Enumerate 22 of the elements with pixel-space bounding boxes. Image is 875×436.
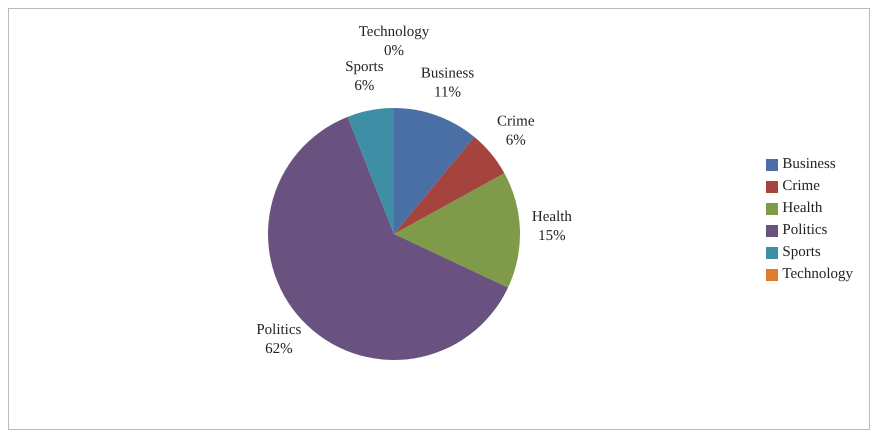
legend-label: Politics [782,222,828,238]
legend-label: Health [782,200,822,216]
data-label: 15% [538,228,566,244]
data-label: 6% [506,132,526,148]
slice-label: Politics [256,322,302,338]
legend-label: Business [782,156,836,172]
data-label: 6% [354,78,374,94]
legend-label: Sports [782,244,821,260]
legend-label: Crime [782,178,820,194]
legend-label: Technology [782,266,853,282]
slice-label: Health [532,209,572,226]
pie-slice [394,136,504,234]
pie-slice [394,173,520,288]
pie-slice [348,108,394,234]
pie-slice [394,108,474,234]
data-label: 11% [434,84,461,100]
text: 0% [384,43,404,59]
data-label: 62% [265,341,293,358]
category-label: Technology [358,24,430,40]
slice-label: Sports [345,58,384,75]
slice-label: Business [420,65,474,82]
slice-label: Crime [496,113,535,130]
